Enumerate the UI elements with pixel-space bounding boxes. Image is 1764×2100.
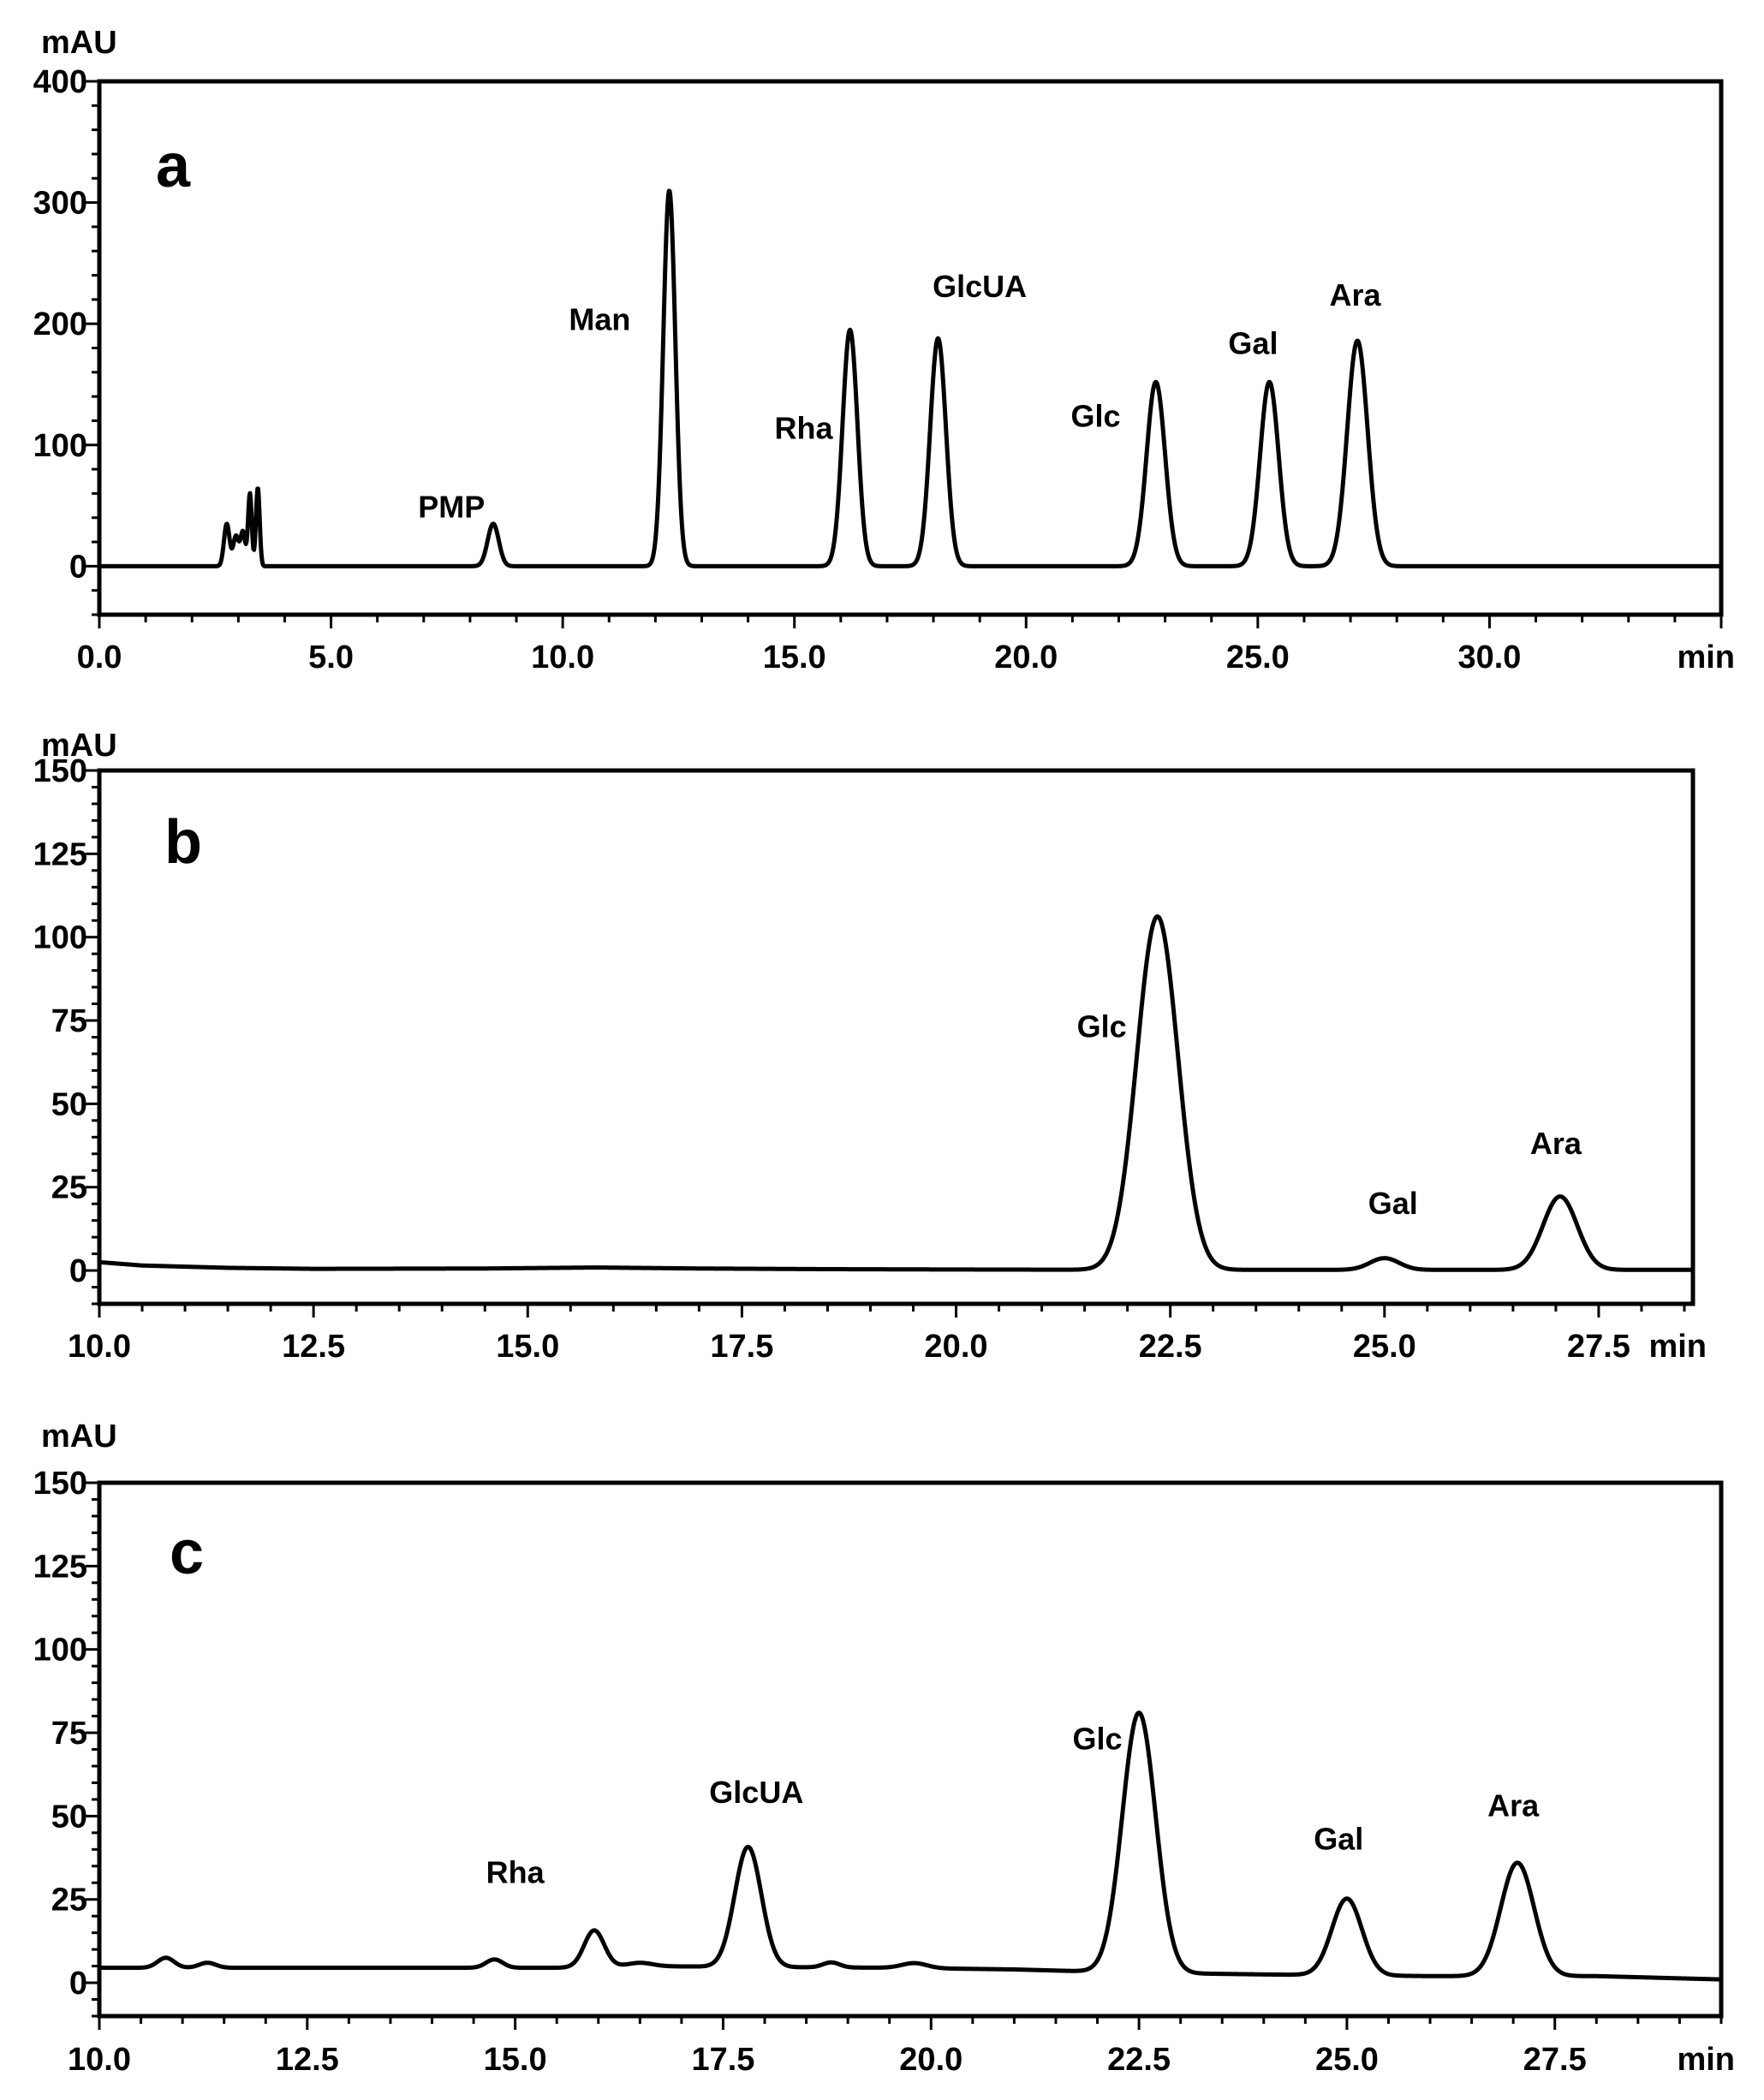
y-tick-label: 75	[51, 1716, 87, 1752]
peak-label-man: Man	[569, 301, 630, 336]
x-tick-label: 22.5	[1139, 1329, 1202, 1365]
chromatogram-trace	[98, 188, 1723, 568]
y-tick-label: 150	[33, 1466, 87, 1502]
panel-letter: b	[164, 808, 202, 877]
x-tick-label: 10.0	[68, 2042, 131, 2078]
peak-label-rha: Rha	[775, 411, 834, 446]
x-tick-label: 0.0	[77, 640, 122, 675]
x-tick-label: 30.0	[1457, 640, 1521, 675]
x-tick-label: 10.0	[531, 640, 594, 675]
peak-label-glc: Glc	[1077, 1009, 1127, 1044]
x-tick-label: 15.0	[484, 2042, 547, 2078]
peak-label-glcua: GlcUA	[709, 1775, 803, 1810]
x-tick-label: 25.0	[1315, 2042, 1379, 2078]
x-tick-label: 15.0	[763, 640, 826, 675]
y-tick-label: 25	[51, 1170, 87, 1206]
y-tick-label: 125	[33, 1549, 87, 1585]
y-tick-label: 100	[33, 920, 87, 956]
peak-label-glc: Glc	[1070, 399, 1120, 434]
y-tick-label: 50	[51, 1086, 87, 1122]
y-axis-unit-label: mAU	[41, 25, 117, 61]
y-tick-label: 0	[69, 1966, 87, 2002]
y-tick-label: 0	[69, 1253, 87, 1289]
x-tick-label: 25.0	[1353, 1329, 1416, 1365]
y-tick-label: 400	[33, 64, 87, 100]
x-axis-unit-label: min	[1677, 2042, 1735, 2078]
peak-label-pmp: PMP	[418, 490, 485, 525]
x-tick-label: 27.5	[1567, 1329, 1630, 1365]
peak-label-rha: Rha	[486, 1854, 545, 1889]
chromatogram-trace	[98, 1710, 1723, 1982]
peak-label-gal: Gal	[1368, 1186, 1418, 1221]
x-tick-label: 12.5	[282, 1329, 345, 1365]
peak-label-gal: Gal	[1314, 1821, 1363, 1856]
peak-label-ara: Ara	[1487, 1788, 1540, 1823]
x-tick-label: 27.5	[1523, 2042, 1587, 2078]
y-tick-label: 125	[33, 836, 87, 872]
x-tick-label: 10.0	[68, 1329, 131, 1365]
x-tick-label: 17.5	[710, 1329, 773, 1365]
y-tick-label: 0	[69, 549, 87, 585]
y-tick-label: 200	[33, 306, 87, 342]
x-axis-unit-label: min	[1648, 1329, 1707, 1365]
x-tick-label: 20.0	[994, 640, 1058, 675]
plot-frame	[97, 79, 1724, 617]
x-tick-label: 20.0	[899, 2042, 962, 2078]
y-tick-label: 25	[51, 1883, 87, 1919]
peak-label-ara: Ara	[1530, 1126, 1582, 1161]
x-tick-label: 20.0	[925, 1329, 988, 1365]
y-axis-unit-label: mAU	[41, 728, 117, 764]
panel-letter: c	[170, 1519, 204, 1587]
y-tick-label: 100	[33, 428, 87, 464]
chromatogram-trace	[98, 914, 1695, 1272]
panel-letter: a	[156, 132, 191, 200]
peak-label-glc: Glc	[1073, 1722, 1123, 1757]
peak-label-ara: Ara	[1329, 277, 1381, 312]
x-axis-unit-label: min	[1677, 640, 1735, 675]
x-tick-label: 12.5	[276, 2042, 339, 2078]
chart-panel-a: 0 100 200 300 400 0.0 5.0 10.0 15.0 20.0 25.0 30.0 m…	[33, 25, 1735, 675]
chart-panel-b: 0 25 50 75 100 125 150 10.0 12.5 15.0 17.5 20.0 22.5…	[33, 728, 1707, 1365]
y-tick-label: 75	[51, 1003, 87, 1039]
y-tick-label: 100	[33, 1633, 87, 1669]
x-tick-label: 22.5	[1107, 2042, 1171, 2078]
plot-frame	[97, 1480, 1724, 2019]
plot-frame	[97, 768, 1695, 1306]
y-axis-unit-label: mAU	[41, 1419, 117, 1455]
y-tick-label: 150	[33, 753, 87, 789]
x-tick-label: 17.5	[691, 2042, 754, 2078]
peak-label-gal: Gal	[1228, 326, 1278, 361]
y-tick-label: 50	[51, 1799, 87, 1835]
x-tick-label: 25.0	[1226, 640, 1290, 675]
chart-panel-c: 0 25 50 75 100 125 150 10.0 12.5 15.0 17.5 20.0 22.5…	[33, 1419, 1735, 2078]
x-tick-label: 15.0	[496, 1329, 559, 1365]
peak-label-glcua: GlcUA	[933, 269, 1027, 304]
x-tick-label: 5.0	[308, 640, 354, 675]
y-tick-label: 300	[33, 186, 87, 222]
